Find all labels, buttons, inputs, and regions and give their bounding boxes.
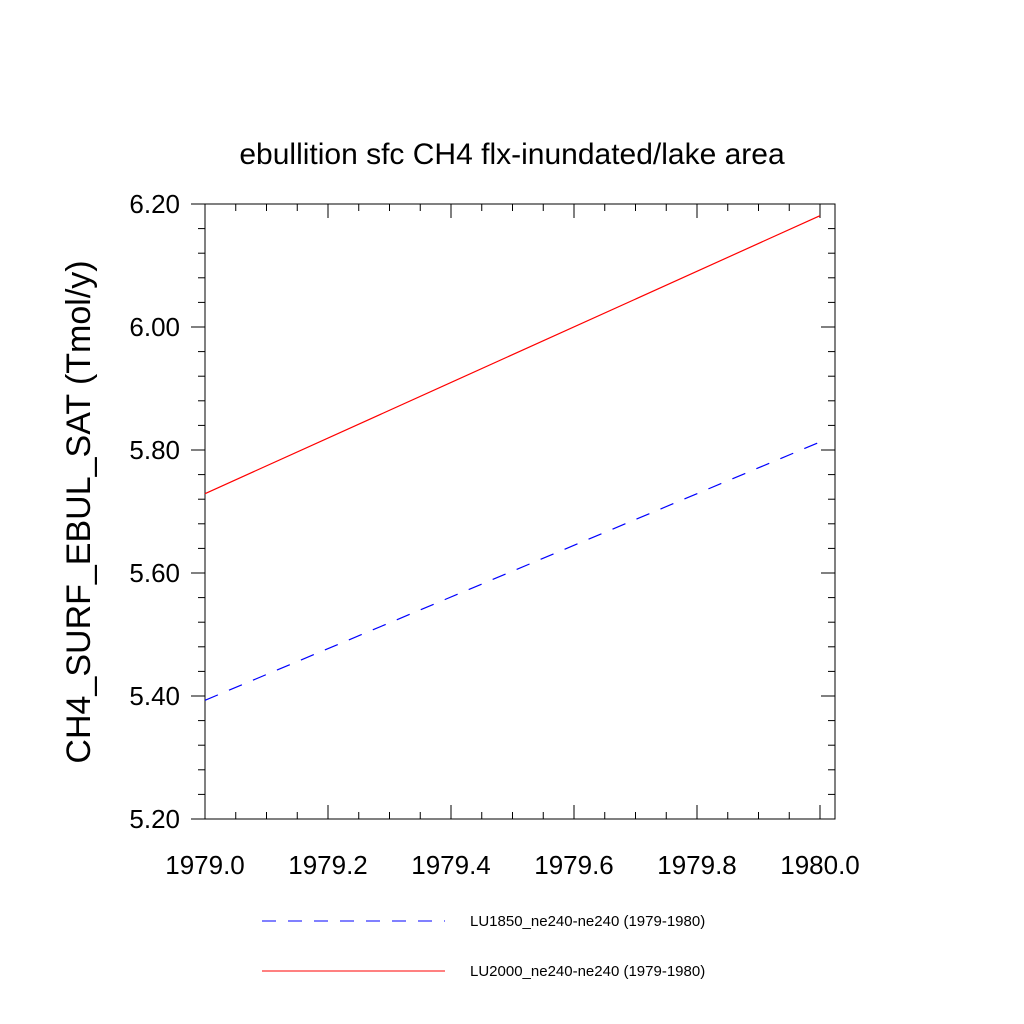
legend-label: LU1850_ne240-ne240 (1979-1980) bbox=[470, 913, 705, 930]
plot-frame bbox=[204, 203, 836, 820]
x-tick-label: 1979.8 bbox=[657, 850, 737, 880]
legend: LU1850_ne240-ne240 (1979-1980) LU2000_ne2… bbox=[262, 913, 705, 980]
x-tick-label: 1979.2 bbox=[288, 850, 368, 880]
x-tick-label: 1979.6 bbox=[534, 850, 614, 880]
ticks: 1979.0 1979.2 1979.4 1979.6 1979.8 1980.0 5.20… bbox=[129, 189, 859, 880]
x-tick-label: 1979.4 bbox=[411, 850, 491, 880]
series bbox=[204, 215, 821, 701]
y-tick-label: 6.20 bbox=[129, 189, 180, 219]
x-tick-label: 1980.0 bbox=[780, 850, 860, 880]
series-line bbox=[204, 441, 821, 701]
y-tick-label: 5.60 bbox=[129, 558, 180, 588]
series-line bbox=[204, 215, 821, 495]
legend-label: LU2000_ne240-ne240 (1979-1980) bbox=[470, 963, 705, 980]
y-axis-label: CH4_SURF_EBUL_SAT (Tmol/y) bbox=[60, 260, 98, 763]
chart-title: ebullition sfc CH4 flx-inundated/lake ar… bbox=[239, 138, 785, 171]
y-tick-label: 5.80 bbox=[129, 435, 180, 465]
x-tick-label: 1979.0 bbox=[165, 850, 245, 880]
y-tick-label: 5.40 bbox=[129, 681, 180, 711]
y-tick-label: 6.00 bbox=[129, 312, 180, 342]
y-tick-label: 5.20 bbox=[129, 804, 180, 834]
